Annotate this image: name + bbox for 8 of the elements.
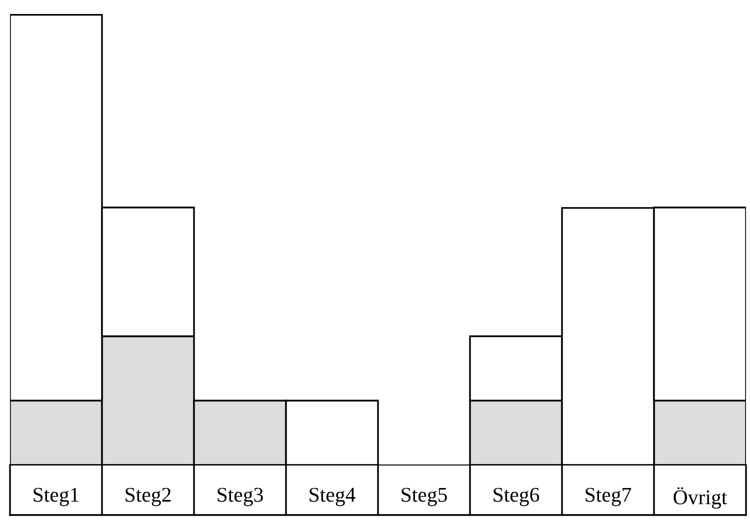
- x-tick-label: Steg1: [34, 488, 78, 506]
- x-tick-label: Steg3: [218, 488, 263, 506]
- x-tick-label: Steg2: [126, 488, 171, 506]
- x-tick-label: Steg5: [402, 488, 447, 506]
- x-tick-label: Steg6: [494, 488, 540, 506]
- x-tick-label: Steg7: [586, 488, 632, 506]
- x-tick-label: Övrigt: [674, 487, 728, 509]
- x-tick-label: Steg4: [310, 488, 356, 506]
